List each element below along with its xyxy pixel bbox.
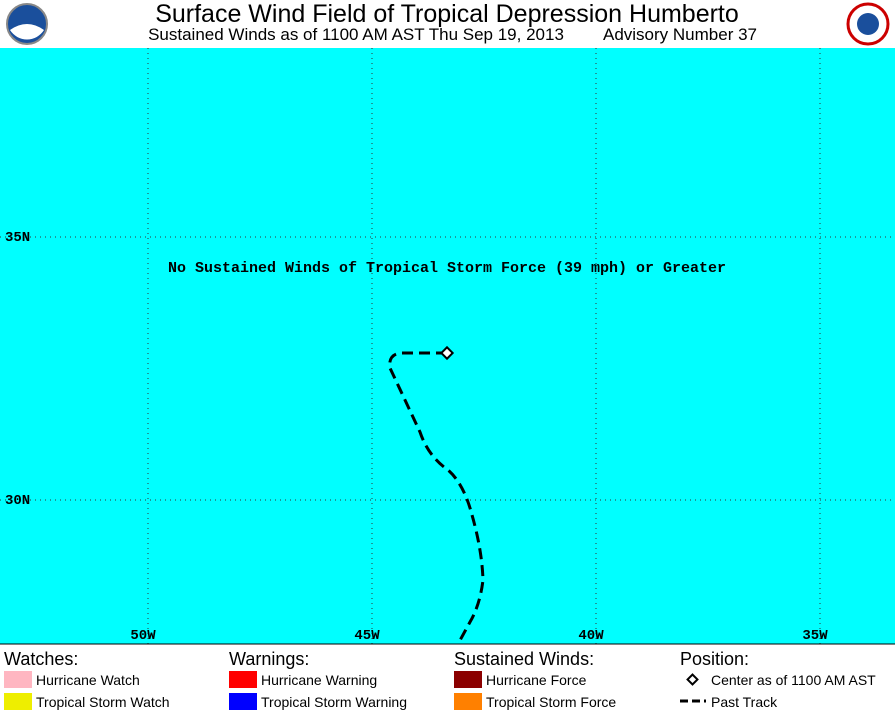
map-area [0,48,895,644]
swatch [229,671,257,688]
legend-item: Hurricane Force [486,672,587,688]
lat-label: 30N [5,493,30,509]
noaa-logo [6,3,48,45]
legend-title: Watches: [4,649,78,669]
storm-center [439,345,455,361]
center-symbol [686,673,699,686]
lon-label: 40W [578,628,604,644]
swatch [454,693,482,710]
legend-item: Past Track [711,694,778,710]
swatch [4,671,32,688]
subtitle: Sustained Winds as of 1100 AM AST Thu Se… [148,25,564,44]
lon-label: 35W [802,628,828,644]
past-track [388,351,485,645]
legend-title: Position: [680,649,749,669]
lat-label: 35N [5,230,30,246]
legend-item: Hurricane Watch [36,672,140,688]
lon-label: 50W [130,628,156,644]
legend-item: Tropical Storm Watch [36,694,170,710]
graticule [0,48,895,644]
legend-item: Hurricane Warning [261,672,377,688]
swatch [4,693,32,710]
nws-logo [846,2,890,46]
swatch [454,671,482,688]
legend-title: Warnings: [229,649,309,669]
legend-item: Tropical Storm Warning [261,694,407,710]
lon-label: 45W [354,628,380,644]
legend: Watches: Hurricane Watch Tropical Storm … [4,649,876,710]
title: Surface Wind Field of Tropical Depressio… [155,0,739,28]
message: No Sustained Winds of Tropical Storm For… [168,260,726,277]
legend-item: Tropical Storm Force [486,694,616,710]
swatch [229,693,257,710]
legend-title: Sustained Winds: [454,649,594,669]
advisory: Advisory Number 37 [603,25,757,44]
legend-item: Center as of 1100 AM AST [711,672,876,688]
